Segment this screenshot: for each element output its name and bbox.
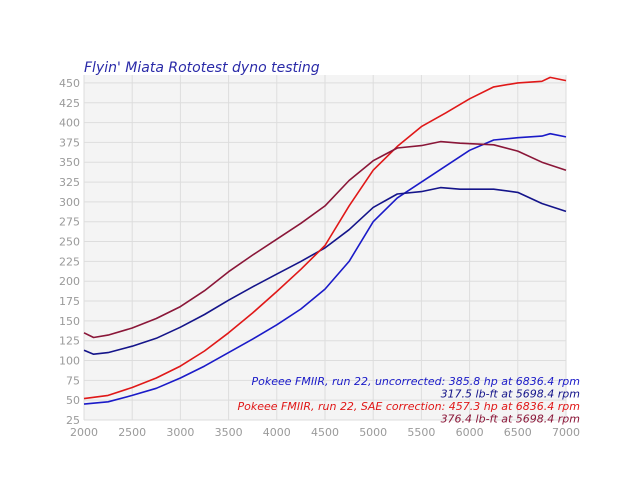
x-tick-label: 5000 (359, 426, 387, 439)
y-tick-labels: 25 50 75 100 125 150 175 200 225 250 275 300 325 350 3… (59, 77, 80, 427)
y-tick-label: 175 (59, 295, 80, 308)
series-line-4 (83, 140, 567, 339)
x-tick-label: 4000 (263, 426, 291, 439)
series-line-2 (83, 186, 567, 356)
y-tick-label: 125 (59, 335, 80, 348)
chart-title: Flyin' Miata Rototest dyno testing (84, 60, 320, 76)
legend-entry-2: 317.5 lb-ft at 5698.4 rpm (441, 388, 580, 401)
y-tick-label: 325 (59, 176, 80, 189)
y-tick-label: 275 (59, 216, 80, 229)
y-tick-label: 50 (66, 394, 80, 407)
y-tick-label: 425 (59, 97, 80, 110)
legend-entry-3: Pokeee FMIIR, run 22, SAE correction: 45… (238, 400, 581, 413)
y-tick-label: 150 (59, 315, 80, 328)
x-tick-label: 2500 (118, 426, 146, 439)
x-tick-label: 6000 (456, 426, 484, 439)
legend-entry-1: Pokeee FMIIR, run 22, uncorrected: 385.8… (252, 375, 580, 388)
series-line-1 (83, 132, 567, 405)
series-lines (83, 76, 567, 405)
y-tick-label: 450 (59, 77, 80, 90)
y-tick-label: 200 (59, 275, 80, 288)
x-tick-label: 2000 (70, 426, 98, 439)
y-tick-label: 350 (59, 156, 80, 169)
series-line-3 (83, 76, 567, 400)
y-tick-label: 300 (59, 196, 80, 209)
x-tick-label: 3500 (215, 426, 243, 439)
x-tick-label: 6500 (504, 426, 532, 439)
y-tick-label: 250 (59, 236, 80, 249)
x-tick-label: 5500 (407, 426, 435, 439)
x-tick-label: 4500 (311, 426, 339, 439)
x-tick-label: 7000 (552, 426, 580, 439)
grid (83, 75, 567, 421)
y-tick-label: 225 (59, 255, 80, 268)
y-tick-label: 25 (66, 414, 80, 427)
y-tick-label: 100 (59, 355, 80, 368)
legend: Pokeee FMIIR, run 22, uncorrected: 385.8… (238, 375, 581, 426)
y-tick-label: 375 (59, 136, 80, 149)
legend-entry-4: 376.4 lb-ft at 5698.4 rpm (441, 413, 580, 426)
x-tick-label: 3000 (166, 426, 194, 439)
x-tick-labels: 2000 2500 3000 3500 4000 4500 5000 5500 6000 6500… (70, 426, 580, 439)
y-tick-label: 400 (59, 117, 80, 130)
y-tick-label: 75 (66, 374, 80, 387)
